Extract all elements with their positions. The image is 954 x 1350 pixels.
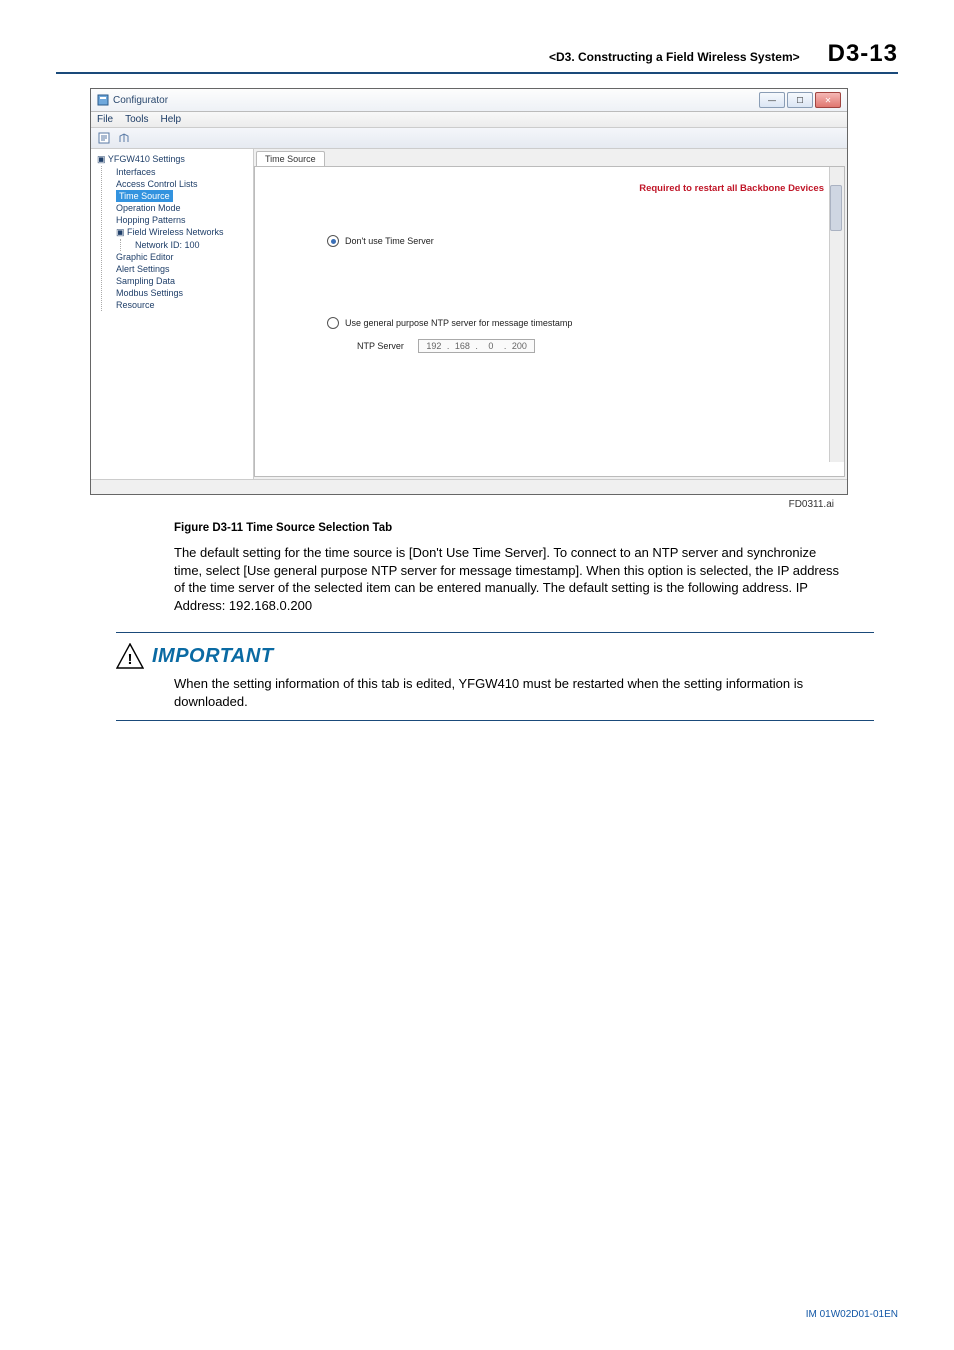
ntp-ip-input[interactable]: 192. 168. 0. 200 (418, 339, 536, 353)
tree-modbus[interactable]: Modbus Settings (114, 287, 251, 299)
window-title: Configurator (113, 95, 168, 106)
tree-resource[interactable]: Resource (114, 299, 251, 311)
important-text: When the setting information of this tab… (174, 675, 842, 710)
tree-interfaces[interactable]: Interfaces (114, 166, 251, 178)
tree-acl[interactable]: Access Control Lists (114, 178, 251, 190)
radio-use-ntp[interactable]: Use general purpose NTP server for messa… (327, 317, 826, 329)
app-icon (97, 94, 109, 106)
tree-sampling[interactable]: Sampling Data (114, 275, 251, 287)
window-titlebar: Configurator — ☐ ✕ (91, 89, 847, 112)
toolbar (91, 128, 847, 149)
divider (116, 720, 874, 721)
toolbar-icon-1[interactable] (97, 131, 111, 145)
minimize-button[interactable]: — (759, 92, 785, 108)
tab-time-source[interactable]: Time Source (256, 151, 325, 166)
tree-root[interactable]: ▣ YFGW410 Settings (95, 153, 251, 166)
scrollbar[interactable] (829, 167, 844, 462)
tree-hopping[interactable]: Hopping Patterns (114, 214, 251, 226)
menu-help[interactable]: Help (160, 114, 181, 125)
menu-file[interactable]: File (97, 114, 113, 125)
figure-id: FD0311.ai (56, 499, 834, 510)
warning-icon: ! (116, 643, 144, 669)
page-number: D3-13 (828, 40, 898, 68)
restart-warning: Required to restart all Backbone Devices (639, 183, 824, 194)
svg-text:!: ! (128, 651, 133, 668)
tree-time-source[interactable]: Time Source (114, 190, 251, 202)
radio-label-1: Don't use Time Server (345, 236, 434, 246)
figure-caption: Figure D3-11 Time Source Selection Tab (174, 522, 898, 534)
important-label: IMPORTANT (152, 645, 274, 668)
tree-pane: ▣ YFGW410 Settings Interfaces Access Con… (91, 149, 254, 479)
tree-alert[interactable]: Alert Settings (114, 263, 251, 275)
tree-op-mode[interactable]: Operation Mode (114, 202, 251, 214)
tree-network-id[interactable]: Network ID: 100 (133, 239, 251, 251)
content-pane: Time Source Required to restart all Back… (254, 149, 847, 479)
divider (116, 632, 874, 633)
important-heading: ! IMPORTANT (116, 643, 898, 669)
ntp-server-label: NTP Server (357, 341, 404, 351)
radio-dont-use[interactable]: Don't use Time Server (327, 235, 826, 247)
page-header: <D3. Constructing a Field Wireless Syste… (56, 40, 898, 74)
maximize-button[interactable]: ☐ (787, 92, 813, 108)
footer-docid: IM 01W02D01-01EN (806, 1309, 898, 1320)
tree-graphic[interactable]: Graphic Editor (114, 251, 251, 263)
configurator-window: Configurator — ☐ ✕ File Tools Help ▣ YFG… (90, 88, 848, 495)
body-paragraph-1: The default setting for the time source … (174, 544, 842, 614)
menu-bar: File Tools Help (91, 112, 847, 128)
tab-content: Required to restart all Backbone Devices… (254, 166, 845, 477)
radio-label-2: Use general purpose NTP server for messa… (345, 318, 572, 328)
radio-icon (327, 235, 339, 247)
toolbar-icon-2[interactable] (117, 131, 131, 145)
radio-icon (327, 317, 339, 329)
status-bar (91, 479, 847, 494)
close-button[interactable]: ✕ (815, 92, 841, 108)
tree-fwn[interactable]: ▣ Field Wireless Networks (114, 226, 251, 239)
menu-tools[interactable]: Tools (125, 114, 148, 125)
chapter-title: <D3. Constructing a Field Wireless Syste… (549, 50, 800, 64)
